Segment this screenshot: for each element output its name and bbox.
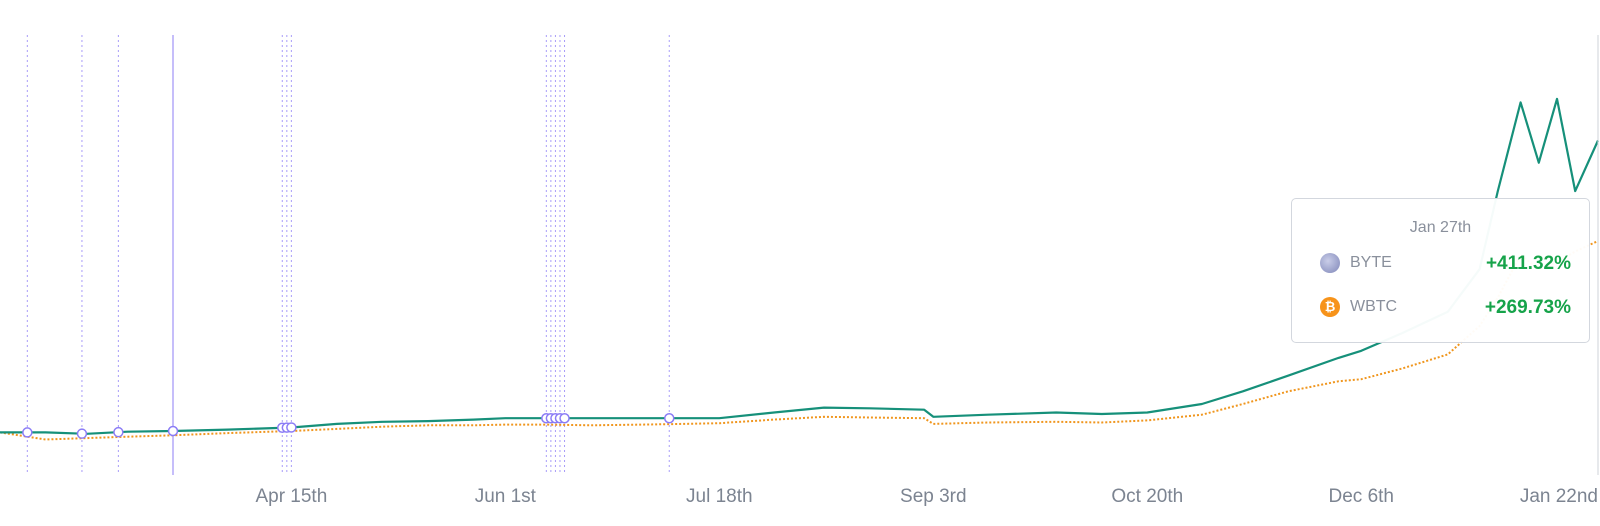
- x-tick-label: Jul 18th: [686, 486, 753, 507]
- bitcoin-icon: ₿: [1320, 297, 1340, 317]
- hover-tooltip: Jan 27th BYTE +411.32% ₿ WBTC +269.73%: [1291, 198, 1590, 343]
- tooltip-asset-value: +411.32%: [1485, 253, 1571, 274]
- x-tick-label: Dec 6th: [1329, 486, 1394, 507]
- event-marker-lines: [26, 35, 670, 475]
- event-marker-dot[interactable]: [559, 412, 570, 424]
- event-marker-dot[interactable]: [663, 412, 675, 424]
- tooltip-row-byte: BYTE +411.32%: [1320, 251, 1571, 277]
- tooltip-row-wbtc: ₿ WBTC +269.73%: [1320, 295, 1571, 321]
- x-tick-label: Oct 20th: [1111, 486, 1183, 507]
- tooltip-asset-value: +269.73%: [1484, 297, 1571, 318]
- tooltip-date: Jan 27th: [1409, 219, 1472, 236]
- x-tick-label: Apr 15th: [255, 486, 327, 507]
- event-marker-dots[interactable]: [22, 412, 675, 439]
- event-marker-dot[interactable]: [76, 428, 88, 439]
- tooltip-asset-name: WBTC: [1350, 298, 1398, 315]
- event-marker-dot[interactable]: [113, 426, 124, 438]
- x-axis: Apr 15th Jun 1st Jul 18th Sep 3rd Oct 20th De…: [255, 486, 1598, 507]
- event-marker-dot[interactable]: [286, 422, 297, 433]
- event-marker-dot[interactable]: [167, 425, 179, 437]
- x-tick-label: Jan 22nd: [1520, 486, 1598, 507]
- tooltip-asset-name: BYTE: [1350, 254, 1392, 271]
- event-marker-dot[interactable]: [22, 427, 33, 438]
- x-tick-label: Sep 3rd: [900, 486, 967, 507]
- series-line-wbtc: [0, 240, 1599, 441]
- byte-token-icon: [1320, 253, 1340, 273]
- x-tick-label: Jun 1st: [475, 486, 537, 507]
